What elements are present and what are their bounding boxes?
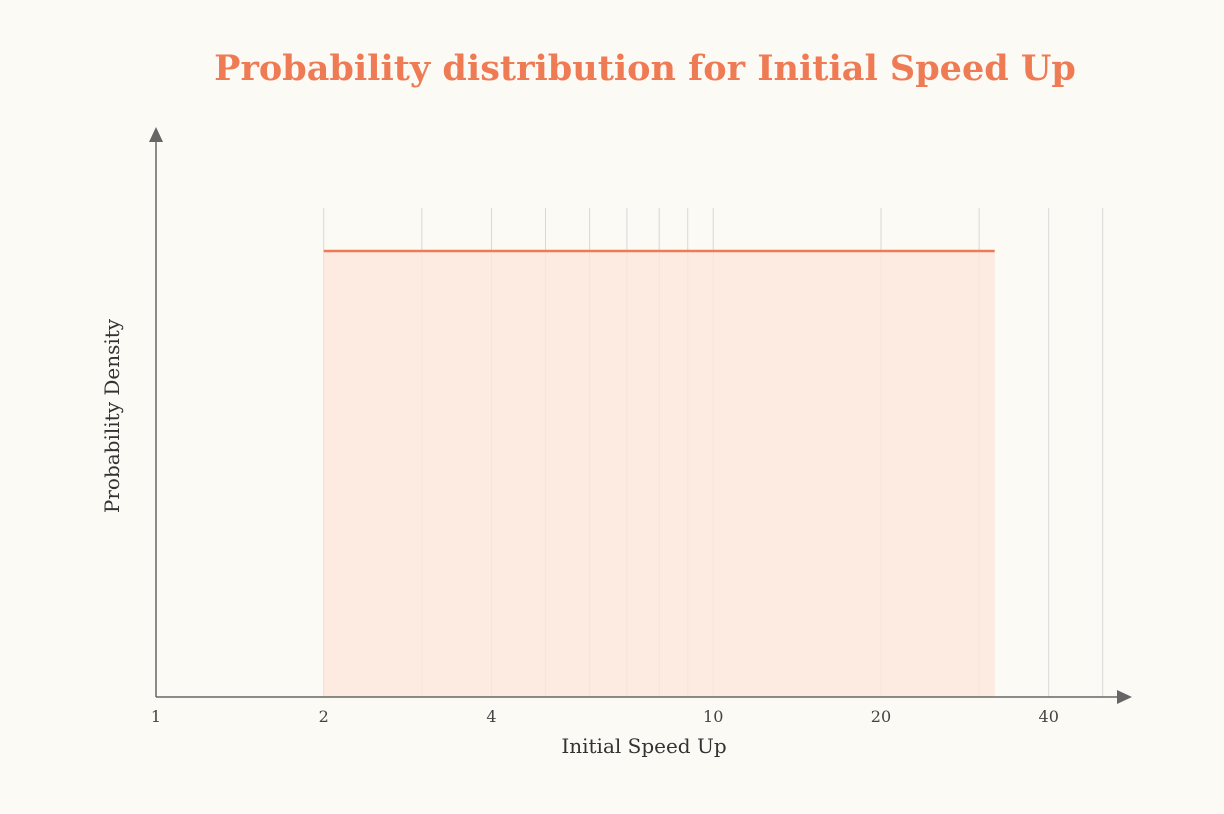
x-tick-labels: 1 2 4 10 20 40 [151, 707, 1059, 726]
x-tick-label-20: 20 [871, 707, 891, 726]
x-tick-label-1: 1 [151, 707, 161, 726]
y-axis-arrow-icon [149, 127, 163, 142]
x-tick-label-10: 10 [703, 707, 723, 726]
x-tick-label-40: 40 [1039, 707, 1059, 726]
chart-title: Probability distribution for Initial Spe… [214, 48, 1076, 89]
x-axis-arrow-icon [1117, 690, 1132, 704]
density-area-group [323, 251, 995, 697]
density-area-0 [323, 251, 995, 697]
x-axis-label: Initial Speed Up [561, 734, 726, 758]
x-tick-label-2: 2 [319, 707, 329, 726]
x-tick-label-4: 4 [486, 707, 496, 726]
y-axis-label: Probability Density [100, 318, 124, 513]
